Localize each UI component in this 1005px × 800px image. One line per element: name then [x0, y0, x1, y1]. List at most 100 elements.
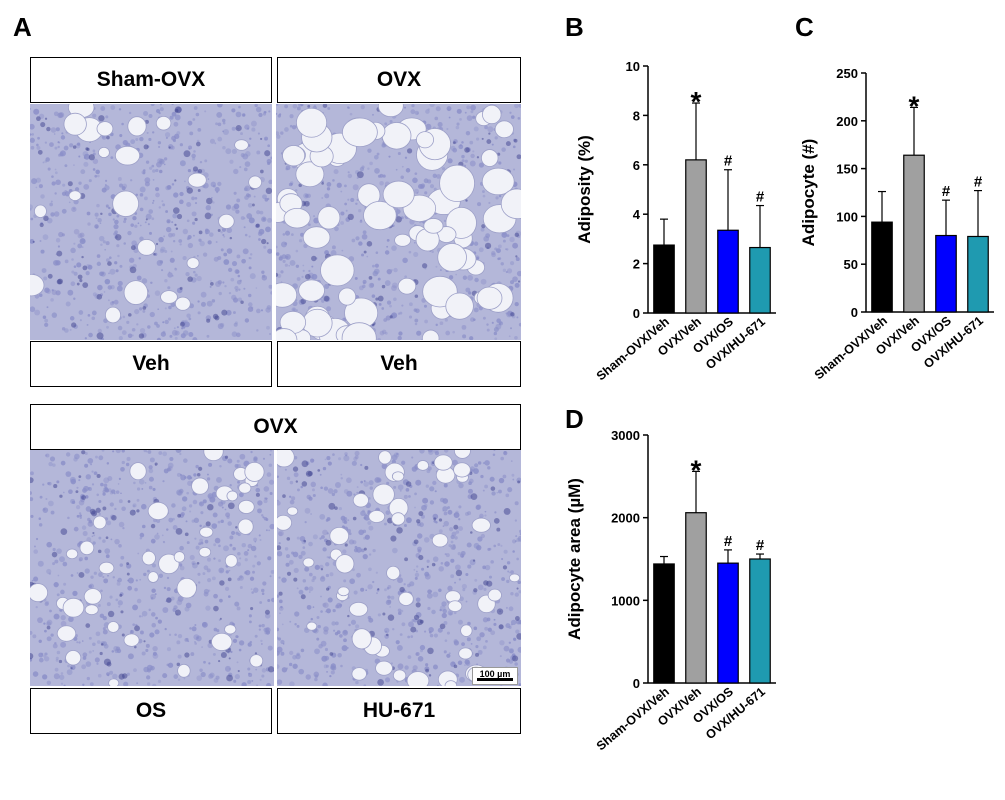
- cell-nucleus: [200, 671, 206, 678]
- cell-nucleus: [512, 276, 518, 282]
- y-tick-label: 100: [836, 209, 858, 224]
- adipocyte-vacuole: [203, 450, 224, 462]
- cell-nucleus: [294, 611, 300, 617]
- cell-nucleus: [360, 480, 363, 484]
- cell-nucleus: [487, 547, 491, 551]
- cell-nucleus-dark: [205, 521, 211, 527]
- cell-nucleus: [118, 477, 122, 481]
- header-ovx-bottom: OVX: [30, 404, 521, 450]
- cell-nucleus: [107, 475, 113, 481]
- cell-nucleus-dark: [37, 149, 43, 155]
- cell-nucleus: [173, 121, 179, 127]
- cell-nucleus: [83, 485, 89, 492]
- cell-nucleus: [405, 517, 412, 524]
- cell-nucleus: [174, 336, 178, 340]
- cell-nucleus-dark: [413, 614, 420, 621]
- cell-nucleus: [150, 538, 156, 544]
- cell-nucleus-dark: [105, 536, 109, 540]
- cell-nucleus: [473, 542, 480, 549]
- cell-nucleus-dark: [46, 126, 51, 132]
- cell-nucleus: [76, 641, 79, 644]
- cell-nucleus-dark: [377, 295, 384, 302]
- cell-nucleus: [158, 451, 163, 455]
- cell-nucleus: [113, 645, 119, 652]
- cell-nucleus: [289, 650, 294, 655]
- cell-nucleus: [349, 578, 356, 585]
- adipocyte-vacuole: [391, 471, 405, 482]
- cell-nucleus: [38, 657, 44, 663]
- cell-nucleus: [212, 184, 216, 188]
- header-ovx-top: OVX: [277, 57, 521, 103]
- cell-nucleus: [426, 593, 433, 599]
- cell-nucleus: [514, 592, 519, 597]
- cell-nucleus: [97, 328, 102, 334]
- cell-nucleus-dark: [301, 481, 308, 487]
- cell-nucleus: [261, 623, 265, 628]
- cell-nucleus: [472, 150, 475, 153]
- cell-nucleus-dark: [470, 493, 478, 500]
- cell-nucleus: [453, 611, 457, 615]
- cell-nucleus: [442, 608, 447, 614]
- cell-nucleus: [209, 138, 216, 144]
- cell-nucleus: [358, 241, 363, 246]
- cell-nucleus-dark: [96, 473, 101, 479]
- cell-nucleus: [186, 237, 190, 241]
- cell-nucleus: [119, 183, 124, 188]
- cell-nucleus: [258, 628, 261, 631]
- cell-nucleus: [104, 548, 111, 554]
- cell-nucleus: [302, 546, 306, 549]
- cell-nucleus: [447, 158, 453, 164]
- cell-nucleus: [82, 652, 88, 658]
- cell-nucleus: [164, 249, 168, 253]
- cell-nucleus: [30, 514, 34, 518]
- cell-nucleus-dark: [43, 215, 49, 222]
- cell-nucleus: [386, 586, 390, 590]
- cell-nucleus: [162, 330, 166, 334]
- cell-nucleus-dark: [481, 224, 486, 229]
- cell-nucleus: [148, 209, 154, 214]
- cell-nucleus: [324, 458, 327, 461]
- cell-nucleus: [78, 499, 85, 506]
- cell-nucleus: [426, 559, 430, 563]
- cell-nucleus: [149, 632, 155, 638]
- cell-nucleus-dark: [196, 473, 201, 477]
- cell-nucleus: [282, 259, 286, 263]
- cell-nucleus: [246, 127, 250, 130]
- cell-nucleus-dark: [255, 492, 260, 497]
- cell-nucleus: [234, 285, 239, 291]
- cell-nucleus: [54, 146, 58, 150]
- cell-nucleus: [50, 298, 54, 302]
- cell-nucleus: [397, 608, 402, 613]
- cell-nucleus: [105, 258, 110, 262]
- cell-nucleus: [167, 144, 174, 150]
- cell-nucleus: [58, 231, 64, 238]
- cell-nucleus: [147, 450, 152, 454]
- cell-nucleus: [458, 526, 464, 532]
- cell-nucleus: [169, 115, 174, 120]
- cell-nucleus: [50, 200, 53, 203]
- cell-nucleus-dark: [106, 135, 110, 140]
- cell-nucleus: [294, 623, 297, 626]
- cell-nucleus: [443, 450, 449, 453]
- cell-nucleus: [334, 226, 339, 232]
- cell-nucleus: [208, 494, 212, 499]
- cell-nucleus: [54, 642, 57, 645]
- cell-nucleus: [443, 219, 447, 223]
- cell-nucleus: [408, 315, 413, 319]
- cell-nucleus: [267, 248, 272, 254]
- cell-nucleus: [258, 624, 262, 628]
- cell-nucleus: [154, 629, 160, 635]
- cell-nucleus: [365, 589, 367, 592]
- cell-nucleus: [60, 641, 67, 648]
- cell-nucleus: [465, 600, 468, 603]
- cell-nucleus: [374, 477, 381, 483]
- cell-nucleus: [363, 480, 366, 482]
- cell-nucleus: [46, 541, 53, 548]
- cell-nucleus: [276, 131, 280, 136]
- cell-nucleus-dark: [276, 272, 279, 277]
- cell-nucleus: [151, 164, 155, 168]
- cell-nucleus: [446, 106, 452, 112]
- cell-nucleus: [38, 184, 43, 189]
- cell-nucleus: [310, 617, 314, 621]
- cell-nucleus: [196, 139, 200, 143]
